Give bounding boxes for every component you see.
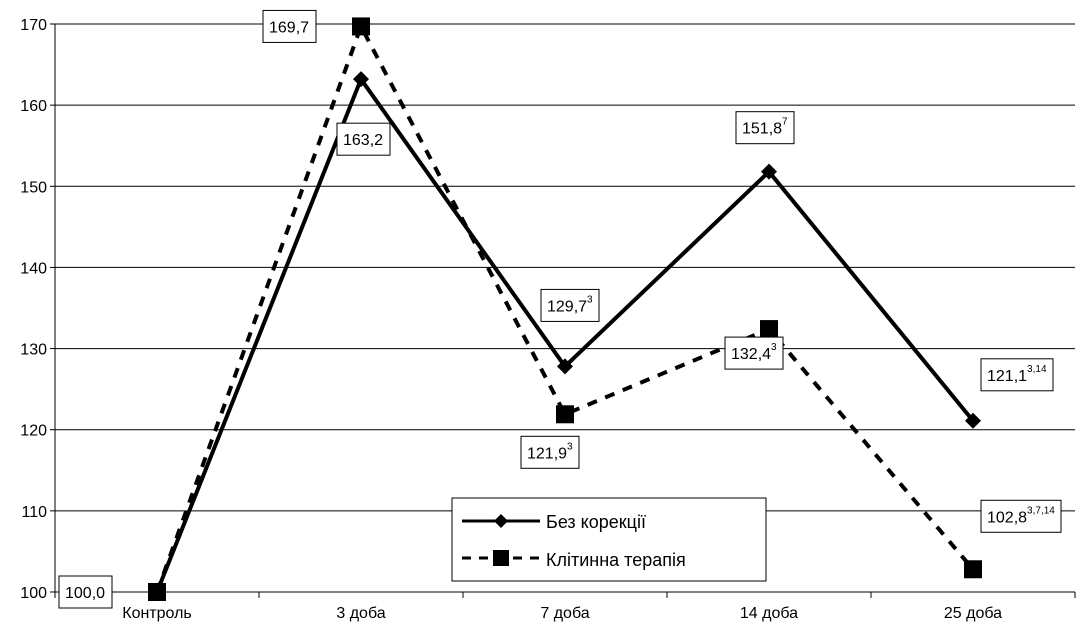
data-label-box <box>735 111 795 145</box>
legend-box <box>451 497 767 582</box>
series-1-point-2 <box>557 358 573 375</box>
data-label-text: 121,93 <box>527 441 573 462</box>
data-label-2-1: 169,7 <box>262 9 317 43</box>
data-label-2-4: 102,83,7,14 <box>980 499 1062 533</box>
series-2-point-3 <box>760 320 778 339</box>
x-tick-label-2: 7 доба <box>540 605 589 622</box>
data-label-1-3: 151,87 <box>735 111 795 145</box>
series-2-point-0 <box>148 583 166 601</box>
data-label-superscript: 3 <box>771 342 777 353</box>
x-tick-label-1: 3 доба <box>336 605 385 622</box>
series-2-point-1 <box>352 17 370 36</box>
x-tick-label-3: 14 доба <box>740 605 798 622</box>
data-label-text: 163,2 <box>343 132 383 149</box>
grid-lines <box>50 23 1076 598</box>
data-label-box <box>724 336 784 370</box>
data-label-superscript: 3 <box>587 294 593 305</box>
data-label-box <box>262 9 317 43</box>
legend: Без корекції Клітинна терапія <box>451 497 767 582</box>
data-label-superscript: 7 <box>782 117 788 128</box>
data-label-superscript: 3 <box>567 441 573 452</box>
data-label-box <box>336 122 391 156</box>
series-1-point-3 <box>761 163 777 180</box>
data-label-text: 169,7 <box>269 19 309 36</box>
data-label-text: 100,0 <box>65 585 105 602</box>
series-1-point-1 <box>353 71 369 88</box>
data-label-text: 129,73 <box>547 294 593 315</box>
legend-label-series-1: Без корекції <box>546 512 646 532</box>
y-axis-ticks: 100 110 120 130 140 150 160 170 <box>20 17 47 602</box>
data-label-1-1: 163,2 <box>336 122 391 156</box>
series-line-2 <box>155 21 975 593</box>
data-label-1-4: 121,13,14 <box>980 358 1054 392</box>
x-tick-label-0: Контроль <box>122 605 192 622</box>
data-labels: 100,0 169,7 163,2 129,73 151,87 121,93 132,43 1… <box>58 9 1062 609</box>
y-tick-label-110: 110 <box>21 504 47 521</box>
y-tick-label-130: 130 <box>20 342 47 359</box>
data-label-2-2: 121,93 <box>520 435 580 469</box>
data-label-box <box>980 358 1054 392</box>
legend-label-series-2: Клітинна терапія <box>546 550 686 570</box>
y-tick-label-160: 160 <box>20 98 47 115</box>
data-label-1-2: 129,73 <box>540 288 600 322</box>
data-label-box <box>540 288 600 322</box>
data-label-superscript: 3,14 <box>1027 364 1047 375</box>
series-2-point-2 <box>556 405 574 424</box>
data-label-text: 132,43 <box>731 342 777 363</box>
data-label-box <box>520 435 580 469</box>
data-label-box <box>980 499 1062 533</box>
series-group <box>148 17 982 601</box>
y-tick-label-150: 150 <box>20 179 47 196</box>
data-label-text: 151,87 <box>742 117 788 138</box>
data-label-superscript: 3,7,14 <box>1027 505 1055 516</box>
series-2-point-4 <box>964 560 982 579</box>
x-tick-label-4: 25 доба <box>944 605 1002 622</box>
series-1-point-4 <box>965 412 981 429</box>
legend-marker-diamond <box>494 514 508 528</box>
y-tick-label-170: 170 <box>20 17 47 34</box>
y-tick-label-120: 120 <box>20 423 47 440</box>
y-tick-label-140: 140 <box>20 260 47 277</box>
x-axis-ticks: Контроль 3 доба 7 доба 14 доба 25 доба <box>122 605 1002 622</box>
data-label-2-3: 132,43 <box>724 336 784 370</box>
data-label-2-0: 100,0 <box>58 575 113 609</box>
data-label-box <box>58 575 113 609</box>
y-tick-label-100: 100 <box>20 585 47 602</box>
legend-marker-square <box>493 550 509 566</box>
